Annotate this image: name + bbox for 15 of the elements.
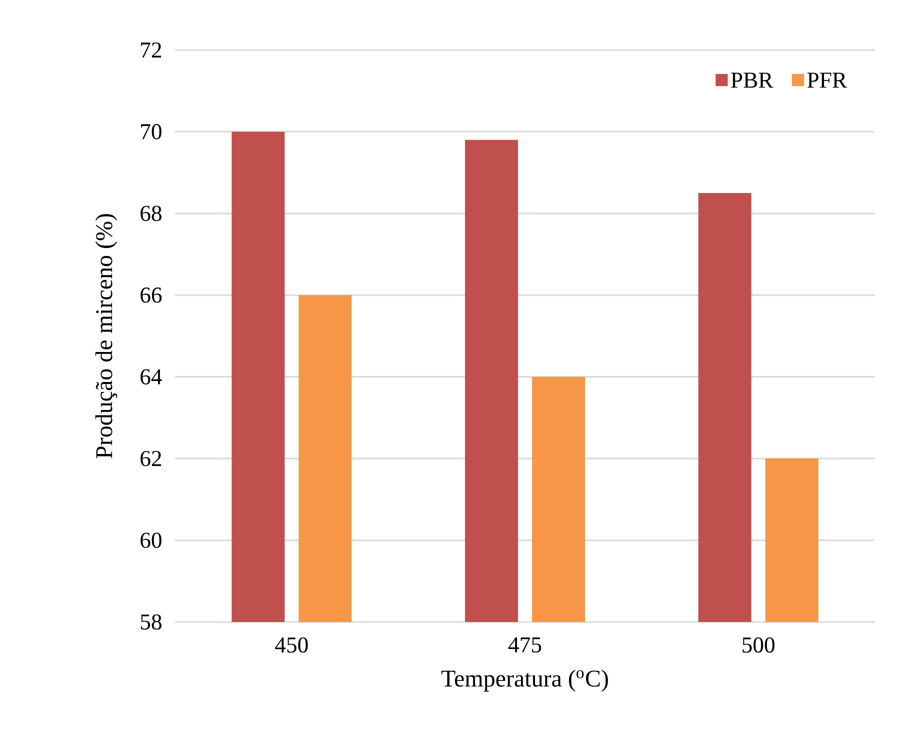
y-tick-label: 60 [140, 532, 162, 548]
legend-label: PFR [807, 72, 848, 88]
legend-label: PBR [731, 72, 774, 88]
x-tick-label: 450 [275, 637, 308, 653]
y-tick-label: 68 [140, 206, 162, 222]
x-tick-label: 475 [508, 637, 542, 653]
y-tick-label: 62 [140, 450, 162, 466]
y-tick-label: 72 [141, 42, 162, 58]
y-tick-label: 70 [141, 124, 162, 140]
x-tick-label: 500 [742, 637, 774, 653]
y-axis-title: Produção de mirceno (%) [95, 214, 118, 458]
y-tick-label: 64 [140, 369, 162, 384]
y-tick-label: 58 [140, 614, 162, 630]
y-tick-label: 66 [140, 288, 162, 303]
x-axis-title: Temperatura ($^{o}$C) [441, 670, 608, 692]
